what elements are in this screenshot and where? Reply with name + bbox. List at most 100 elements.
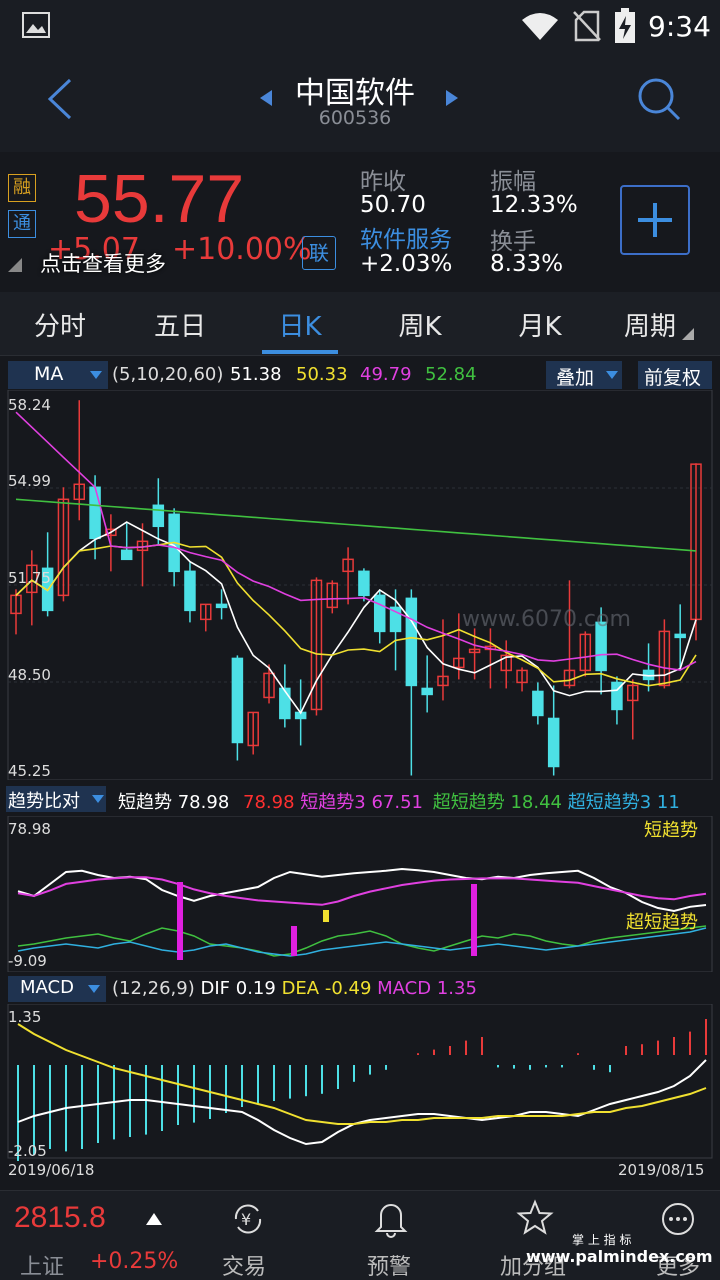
next-stock-icon[interactable] xyxy=(444,88,460,108)
price-change-pct: +10.00% xyxy=(172,232,312,267)
tab-five-day[interactable]: 五日 xyxy=(153,312,206,342)
hint-more[interactable]: 点击查看更多 xyxy=(40,252,166,276)
candle-body xyxy=(26,564,38,594)
ultra-short-trend-line xyxy=(17,925,707,957)
status-time: 9:34 xyxy=(648,10,711,43)
candle-body xyxy=(658,630,671,687)
y-tick-2: 51.75 xyxy=(8,569,51,587)
dif-value: 0.19 xyxy=(235,978,276,999)
trend-item: 78.98 xyxy=(243,792,295,813)
tab-intraday[interactable]: 分时 xyxy=(33,312,86,342)
nav-add-group[interactable]: 加分组 xyxy=(490,1191,590,1280)
macd-chart[interactable]: 1.35 -2.05 2019/06/18 2019/08/15 xyxy=(0,1004,720,1180)
dif-label: DIF xyxy=(200,978,231,999)
sector-link[interactable]: 软件服务 xyxy=(360,227,452,253)
macd-bottom-tick: -2.05 xyxy=(8,1142,47,1160)
stock-header: 中国软件 600536 xyxy=(0,52,720,152)
macd-label: MACD xyxy=(377,978,432,999)
macd-top-tick: 1.35 xyxy=(8,1008,41,1026)
macd-params: (12,26,9) xyxy=(112,978,195,999)
ma5-line xyxy=(15,521,697,715)
adjust-label: 前复权 xyxy=(644,367,702,389)
chart-watermark: www.6070.com xyxy=(462,607,631,632)
expand-corner-icon xyxy=(8,258,22,272)
price-change: +5.07 xyxy=(48,232,140,267)
macd-value: 1.35 xyxy=(436,978,477,999)
macd-selector-label: MACD xyxy=(20,977,74,998)
amplitude-label: 振幅 xyxy=(490,169,536,195)
candle-body xyxy=(120,549,133,561)
candle-body xyxy=(231,657,244,744)
dea-line xyxy=(17,1023,707,1125)
prev-stock-icon[interactable] xyxy=(258,88,274,108)
battery-charging-icon xyxy=(615,8,635,43)
nav-trade[interactable]: ¥ 交易 xyxy=(200,1191,300,1280)
current-price: 55.77 xyxy=(74,161,245,237)
candle-body xyxy=(263,672,275,699)
candle-body xyxy=(215,603,228,609)
tab-monthly-k[interactable]: 月K xyxy=(518,312,562,342)
ma-selector[interactable]: MA xyxy=(8,361,108,389)
macd-histogram xyxy=(17,1019,707,1161)
quote-panel[interactable]: 融 通 55.77 +5.07 +10.00% 点击查看更多 联 昨收 50.7… xyxy=(0,152,720,292)
chevron-down-icon xyxy=(92,795,104,803)
trend-legend: 短趋势 78.98 78.98 短趋势3 67.51 超短趋势 18.44 超短… xyxy=(118,788,680,814)
trend-item: 超短趋势3 xyxy=(567,792,652,813)
candle-body xyxy=(373,594,386,633)
candle-body xyxy=(326,582,339,609)
candle-body xyxy=(468,648,481,654)
nav-add-group-label: 加分组 xyxy=(500,1255,567,1280)
index-value[interactable]: 2815.8 xyxy=(14,1201,106,1234)
date-end: 2019/08/15 xyxy=(618,1161,704,1179)
trend-item: 短趋势3 xyxy=(300,792,366,813)
index-name: 上证 xyxy=(20,1255,65,1280)
tab-weekly-k[interactable]: 周K xyxy=(398,312,442,342)
add-watchlist-button[interactable] xyxy=(620,185,690,255)
plus-icon xyxy=(638,203,672,237)
trend-bottom-tick: -9.09 xyxy=(8,952,47,970)
no-sim-icon xyxy=(573,10,601,42)
trend-signal-bar xyxy=(323,910,329,922)
ma60-line xyxy=(15,498,697,552)
trend-item: 短趋势 xyxy=(118,792,172,813)
tab-daily-k[interactable]: 日K xyxy=(278,312,322,342)
lian-badge[interactable]: 联 xyxy=(302,236,336,270)
kline-chart[interactable]: www.6070.com 58.24 54.99 51.75 48.50 45.… xyxy=(0,390,720,780)
candle-body xyxy=(200,603,212,621)
up-arrow-icon xyxy=(146,1213,162,1225)
chevron-down-icon xyxy=(606,371,618,379)
sector-change: +2.03% xyxy=(360,251,453,277)
dea-label: DEA xyxy=(281,978,320,999)
date-start: 2019/06/18 xyxy=(8,1161,94,1179)
nav-more-label: 更多 xyxy=(656,1255,701,1280)
footer-watermark-title: 掌 上 指 标 xyxy=(572,1233,632,1247)
adjust-button[interactable]: 前复权 xyxy=(638,361,712,389)
ma10-value: 50.33 xyxy=(296,364,348,385)
back-icon[interactable] xyxy=(44,76,74,122)
margin-badge: 融 xyxy=(8,174,36,202)
ma-lines xyxy=(15,411,697,715)
ma60-value: 52.84 xyxy=(425,364,477,385)
search-icon[interactable] xyxy=(636,76,682,122)
trend-item: 67.51 xyxy=(371,792,423,813)
nav-more[interactable]: 更多 xyxy=(630,1191,720,1280)
trend-chart[interactable]: 78.98 -9.09 短趋势 超短趋势 xyxy=(0,816,720,972)
status-bar: 9:34 xyxy=(0,0,720,52)
candle-body xyxy=(405,597,418,687)
wifi-icon xyxy=(522,13,558,40)
tab-period[interactable]: 周期 xyxy=(623,312,676,342)
trend-selector[interactable]: 趋势比对 xyxy=(6,786,106,812)
stock-code: 600536 xyxy=(318,107,392,129)
turnover-value: 8.33% xyxy=(490,251,564,277)
macd-selector[interactable]: MACD xyxy=(8,976,106,1002)
y-tick-4: 45.25 xyxy=(8,762,51,780)
overlay-button[interactable]: 叠加 xyxy=(546,361,622,389)
candle-body xyxy=(247,711,259,747)
amplitude-value: 12.33% xyxy=(490,192,578,218)
turnover-label: 换手 xyxy=(490,229,536,255)
candle-body xyxy=(674,633,686,639)
nav-alert[interactable]: 预警 xyxy=(345,1191,445,1280)
candle-body xyxy=(453,657,465,669)
image-icon xyxy=(22,12,50,38)
